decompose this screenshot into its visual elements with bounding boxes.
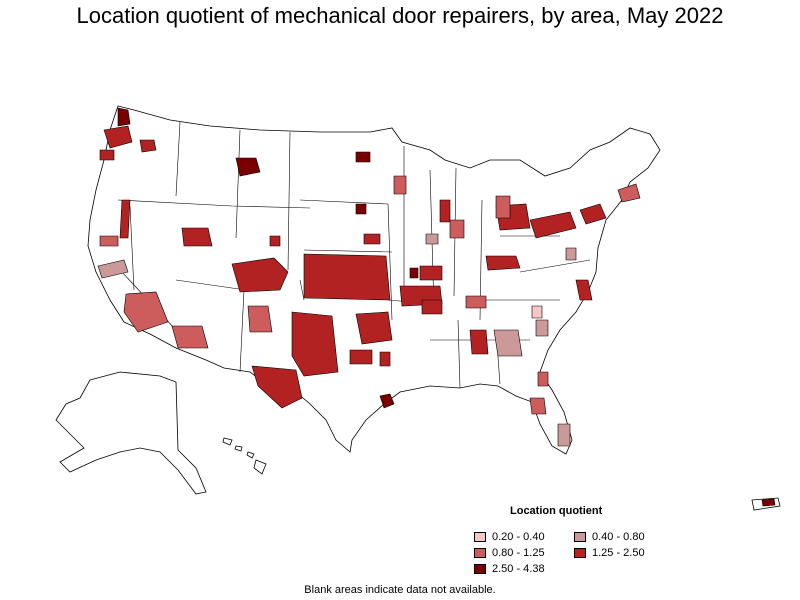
area-central-california: [97, 259, 129, 279]
area-oregon: [99, 149, 115, 161]
legend-swatch: [474, 564, 486, 574]
legend-item-2: 0.80 - 1.25: [474, 547, 545, 559]
area-virginia: [575, 279, 593, 301]
legend-swatch: [574, 548, 586, 558]
area-colorado: [231, 257, 289, 293]
area-puerto-rico-metro: [761, 498, 776, 507]
area-florida: [537, 371, 549, 387]
area-new-york: [579, 203, 607, 225]
area-minnesota: [355, 203, 367, 215]
legend-label: 0.40 - 0.80: [592, 531, 645, 543]
area-idaho: [139, 139, 157, 153]
area-seattle: [117, 107, 131, 127]
area-new-mexico: [247, 305, 273, 333]
legend-label: 2.50 - 4.38: [492, 563, 545, 575]
area-california-north: [99, 235, 119, 247]
area-oklahoma: [355, 311, 393, 345]
footnote: Blank areas indicate data not available.: [304, 584, 496, 596]
area-iowa: [363, 233, 381, 245]
area-missouri: [409, 267, 419, 279]
legend-title: Location quotient: [510, 505, 603, 517]
legend-label: 0.80 - 1.25: [492, 547, 545, 559]
legend-item-0: 0.20 - 0.40: [474, 531, 545, 543]
area-arizona: [123, 291, 169, 333]
legend-label: 0.20 - 0.40: [492, 531, 545, 543]
area-iowa-east: [425, 233, 439, 245]
area-michigan: [495, 195, 511, 219]
legend-swatch: [474, 532, 486, 542]
area-south-carolina: [535, 319, 549, 337]
area-alabama: [469, 329, 489, 355]
area-kentucky: [485, 255, 521, 271]
hawaii-islands: [222, 437, 267, 475]
legend-item-4: 2.50 - 4.38: [474, 563, 545, 575]
area-north-carolina: [531, 305, 543, 319]
legend-swatch: [574, 532, 586, 542]
area-pennsylvania: [529, 211, 577, 239]
map-title: Location quotient of mechanical door rep…: [76, 3, 724, 28]
area-big-bend: [251, 365, 303, 409]
area-mississippi: [421, 299, 443, 315]
legend-item-3: 1.25 - 2.50: [574, 547, 645, 559]
area-georgia: [493, 329, 523, 357]
area-wyoming: [269, 235, 281, 247]
area-maryland: [565, 247, 577, 261]
area-tennessee: [465, 295, 487, 309]
legend-label: 1.25 - 2.50: [592, 547, 645, 559]
area-louisiana: [379, 351, 391, 367]
area-florida-east: [557, 423, 571, 447]
area-nevada-strip: [119, 199, 131, 239]
alaska-outline: [55, 371, 207, 495]
area-new-england: [617, 183, 641, 203]
area-indiana: [439, 199, 451, 223]
area-houston: [379, 393, 395, 409]
area-kansas: [303, 253, 391, 301]
area-west-texas: [291, 311, 339, 377]
area-missouri-east: [419, 265, 443, 281]
area-north-dakota: [355, 151, 371, 163]
area-montana-nonmetro: [235, 157, 261, 177]
legend-item-1: 0.40 - 0.80: [574, 531, 645, 543]
area-wisconsin: [393, 175, 407, 195]
area-utah: [181, 227, 213, 247]
legend-swatch: [474, 548, 486, 558]
area-washington: [103, 125, 133, 149]
area-tucson: [171, 325, 209, 349]
area-central-texas: [349, 349, 373, 365]
area-florida-tampa: [529, 397, 547, 415]
area-illinois: [449, 219, 465, 239]
